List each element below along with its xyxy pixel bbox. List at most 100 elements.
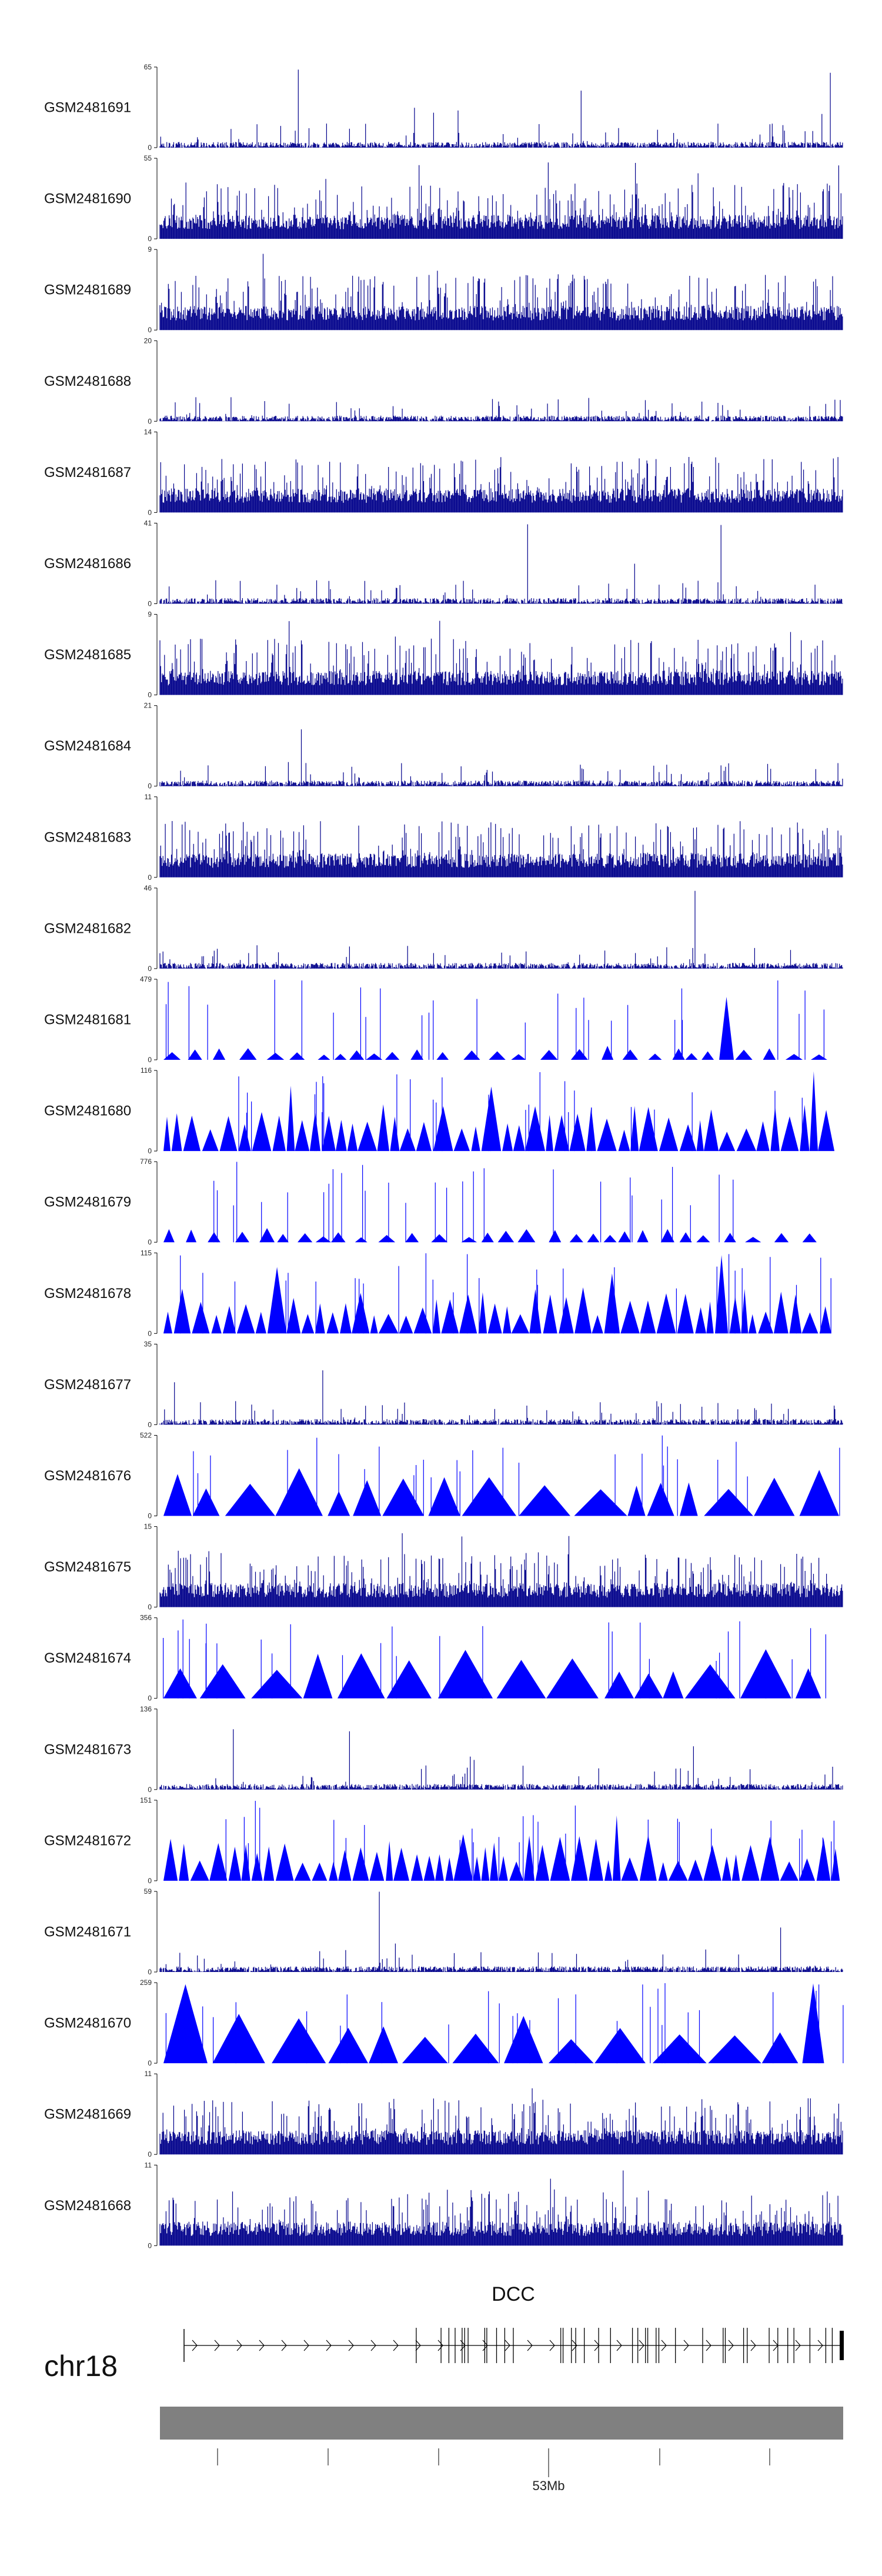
track: GSM2481676 522 0 <box>44 1432 840 1520</box>
track-label: GSM2481686 <box>44 556 131 572</box>
y-min-label: 0 <box>148 144 152 152</box>
signal-peak <box>295 1120 310 1152</box>
signal-peak <box>370 1315 378 1334</box>
signal-peak <box>462 1477 516 1516</box>
track: GSM2481684 21 0 <box>44 702 843 790</box>
signal-peak <box>266 1053 285 1060</box>
signal-profile <box>159 69 843 148</box>
y-min-label: 0 <box>148 1512 152 1520</box>
signal-peak <box>745 1237 761 1243</box>
signal-peak <box>634 1673 663 1699</box>
signal-peak <box>212 2014 265 2064</box>
signal-peak <box>228 1847 242 1881</box>
signal-peak <box>659 1117 679 1152</box>
y-max-label: 65 <box>144 63 152 71</box>
y-min-label: 0 <box>148 326 152 334</box>
signal-peak <box>647 1483 674 1516</box>
signal-peak <box>433 1106 453 1152</box>
signal-peak <box>706 1301 714 1334</box>
signal-peak <box>816 1838 831 1881</box>
signal-peak <box>192 1488 220 1516</box>
y-min-label: 0 <box>148 508 152 516</box>
signal-peak <box>263 1846 275 1881</box>
signal-peak <box>818 1110 835 1152</box>
signal-peak <box>352 1847 369 1881</box>
signal-peak <box>453 1128 470 1152</box>
track: GSM2481686 41 0 <box>44 519 843 608</box>
signal-peak <box>378 1314 399 1334</box>
track-label: GSM2481689 <box>44 282 131 298</box>
track: GSM2481683 11 0 <box>44 793 843 882</box>
y-max-label: 21 <box>144 702 152 710</box>
signal-peak <box>188 1049 202 1060</box>
signal-peak <box>604 1860 613 1881</box>
signal-peak <box>695 1307 706 1334</box>
signal-peak <box>546 1115 553 1152</box>
signal-peak <box>312 1863 328 1881</box>
signal-peak <box>369 2026 398 2064</box>
signal-peak <box>715 1255 729 1334</box>
track: GSM2481688 20 0 <box>44 336 843 425</box>
signal-peak <box>338 1653 385 1699</box>
signal-peak <box>525 1106 546 1152</box>
signal-peak <box>432 1299 440 1334</box>
signal-peak <box>471 1126 480 1152</box>
signal-peak <box>529 1289 542 1334</box>
signal-peak <box>378 1234 396 1243</box>
signal-peak <box>473 1856 481 1881</box>
signal-profile <box>159 253 843 331</box>
chromosome-label: chr18 <box>44 2350 118 2383</box>
signal-profile <box>159 2088 843 2155</box>
y-max-label: 46 <box>144 884 152 892</box>
signal-peak <box>252 1112 272 1152</box>
signal-peak <box>696 1120 704 1152</box>
y-min-label: 0 <box>148 1147 152 1155</box>
track-label: GSM2481669 <box>44 2107 131 2123</box>
y-min-label: 0 <box>148 1877 152 1885</box>
y-min-label: 0 <box>148 2241 152 2250</box>
track: GSM2481687 14 0 <box>44 428 843 516</box>
signal-peak <box>435 1854 444 1881</box>
signal-peak <box>658 1862 668 1881</box>
signal-spikes <box>225 1801 834 1881</box>
track: GSM2481674 356 0 <box>44 1614 826 1703</box>
signal-peak <box>741 1289 749 1334</box>
track: GSM2481685 9 0 <box>44 610 843 699</box>
signal-peak <box>622 1049 638 1060</box>
signal-spikes <box>193 1435 840 1516</box>
y-min-label: 0 <box>148 1694 152 1703</box>
y-max-label: 11 <box>145 2070 152 2078</box>
signal-peak <box>684 1664 736 1699</box>
track: GSM2481668 11 0 <box>44 2161 843 2250</box>
signal-peak <box>289 1052 305 1060</box>
signal-peak <box>459 1294 477 1334</box>
signal-peak <box>163 1229 175 1243</box>
signal-peak <box>774 1233 789 1243</box>
signal-peak <box>511 1314 530 1334</box>
y-max-label: 151 <box>140 1796 152 1804</box>
signal-peak <box>163 1474 192 1516</box>
signal-peak <box>328 2027 368 2064</box>
signal-peak <box>386 1660 432 1699</box>
signal-peak <box>275 1468 323 1516</box>
track: GSM2481679 776 0 <box>44 1157 817 1246</box>
signal-spikes <box>165 1983 844 2064</box>
signal-peak <box>277 1234 289 1243</box>
signal-profile <box>159 1370 843 1425</box>
y-min-label: 0 <box>148 1786 152 1794</box>
y-max-label: 522 <box>140 1432 152 1440</box>
y-min-label: 0 <box>148 1238 152 1246</box>
signal-peak <box>453 1834 473 1881</box>
signal-peak <box>428 1477 460 1516</box>
y-min-label: 0 <box>148 1420 152 1429</box>
signal-peak <box>329 1861 338 1881</box>
signal-peak <box>672 1048 685 1060</box>
signal-peak <box>272 2018 326 2064</box>
signal-peak <box>322 1116 336 1152</box>
signal-peak <box>587 1233 600 1243</box>
signal-peak <box>819 1306 831 1334</box>
signal-profile <box>159 397 843 422</box>
signal-peak <box>179 1843 189 1881</box>
signal-peak <box>597 1119 617 1152</box>
